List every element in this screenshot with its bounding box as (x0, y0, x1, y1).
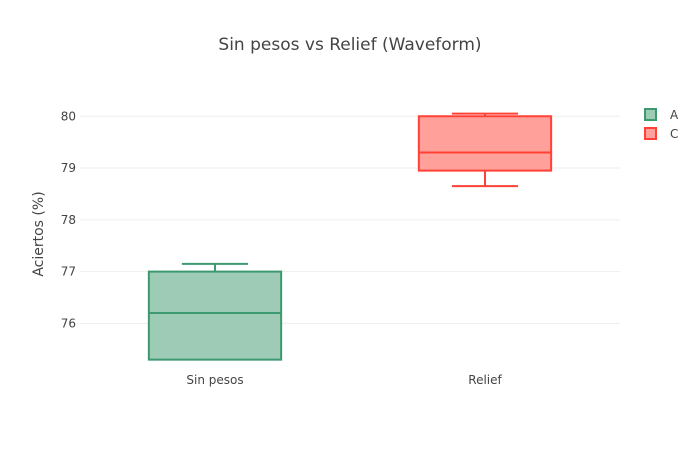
box-iqr (417, 115, 553, 172)
x-tick-label: Sin pesos (186, 373, 243, 387)
box-A (147, 262, 283, 361)
boxes (147, 112, 553, 361)
box-C (417, 112, 553, 188)
x-axis-ticks: Sin pesos Relief (186, 373, 502, 387)
legend-label: C (670, 127, 678, 141)
box-iqr (147, 270, 283, 361)
legend-item[interactable]: C (644, 127, 678, 141)
legend-item[interactable]: A (644, 108, 679, 122)
y-tick-label: 76 (61, 316, 76, 330)
y-tick-label: 78 (61, 213, 76, 227)
chart-title: Sin pesos vs Relief (Waveform) (218, 35, 481, 55)
y-tick-label: 79 (61, 161, 76, 175)
legend-swatch (644, 127, 657, 140)
x-tick-label: Relief (468, 373, 502, 387)
legend-label: A (670, 108, 679, 122)
y-axis-label: Aciertos (%) (31, 191, 47, 276)
y-tick-label: 77 (61, 265, 76, 279)
y-tick-label: 80 (61, 109, 76, 123)
y-axis-ticks: 76 77 78 79 80 (61, 109, 76, 330)
legend-swatch (644, 108, 657, 121)
legend: AC (644, 108, 679, 141)
